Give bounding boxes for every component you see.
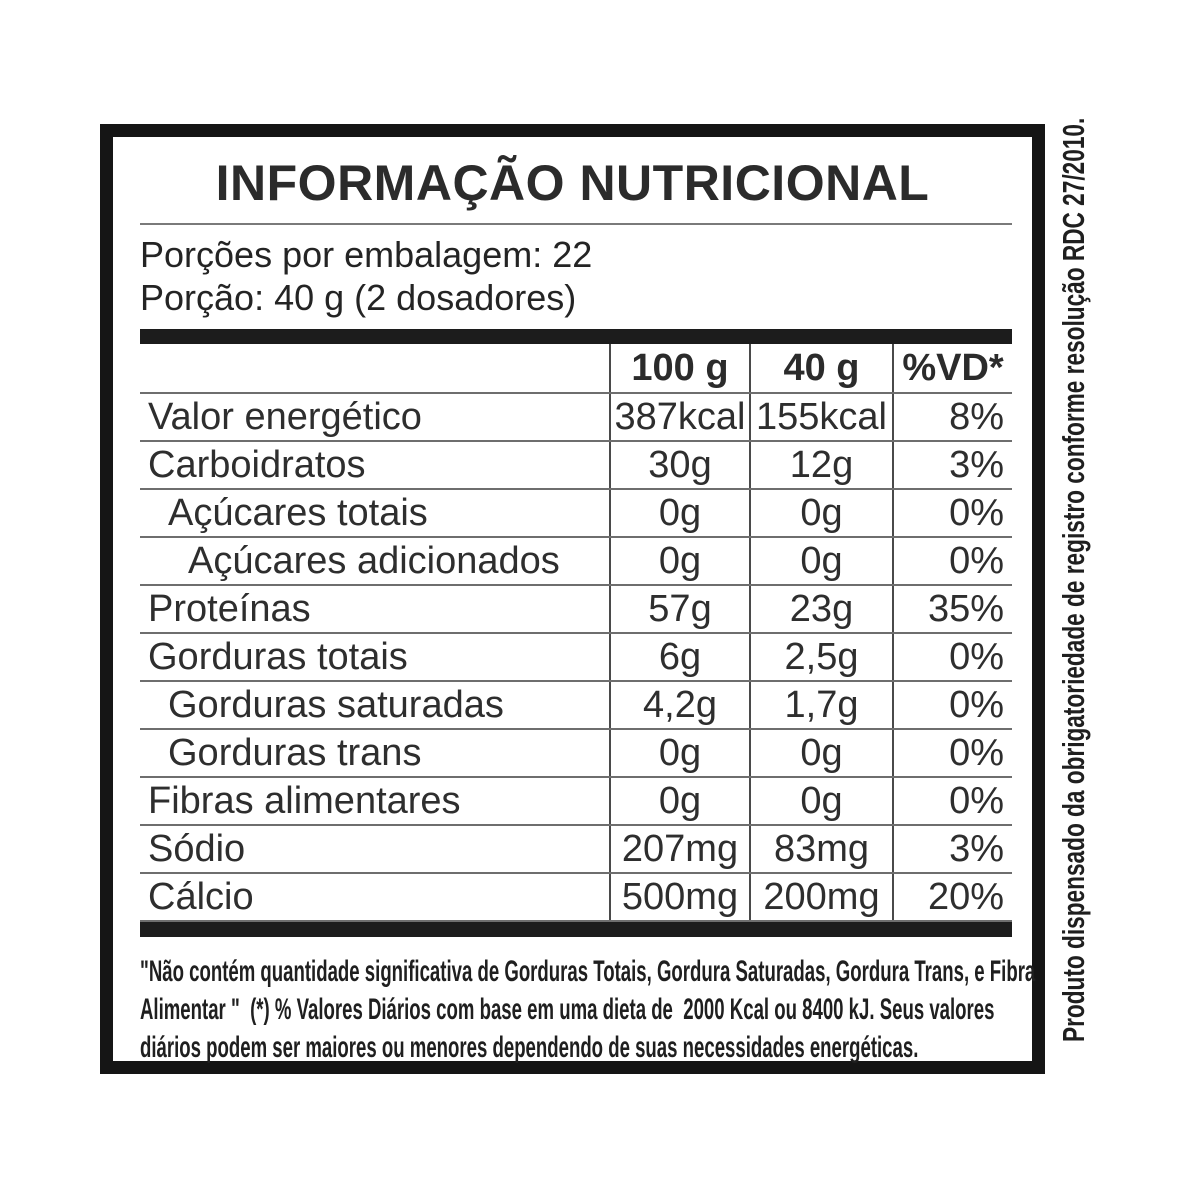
nutrient-label: Proteínas [140,585,610,634]
value-100g: 4,2g [609,681,750,730]
title-divider [140,223,1012,225]
value-100g: 0g [609,729,750,778]
value-100g: 57g [609,585,750,634]
nutrient-label: Açúcares adicionados [140,537,610,586]
serving-size: Porção: 40 g (2 dosadores) [140,277,577,318]
nutrient-label: Sódio [140,825,610,874]
value-vd: 35% [892,585,1012,634]
value-vd: 0% [892,729,1012,778]
footnote-line: diários podem ser maiores ou menores dep… [140,1031,919,1064]
value-40g: 155kcal [749,393,893,442]
value-100g: 207mg [609,825,750,874]
table-row: Fibras alimentares 0g 0g 0% [140,777,1012,826]
value-40g: 1,7g [749,681,893,730]
table-row: Gorduras trans 0g 0g 0% [140,729,1012,778]
table-row: Açúcares adicionados 0g 0g 0% [140,537,1012,586]
nutrient-label: Carboidratos [140,441,610,490]
value-40g: 83mg [749,825,893,874]
table-row: Gorduras totais 6g 2,5g 0% [140,633,1012,682]
value-100g: 0g [609,777,750,826]
value-vd: 3% [892,825,1012,874]
table-row: Sódio 207mg 83mg 3% [140,825,1012,874]
bottom-divider-bar [140,922,1012,937]
col-header-vd: %VD* [892,344,1012,394]
nutrient-label: Açúcares totais [140,489,610,538]
table-header-row: 100 g 40 g %VD* [140,344,1012,394]
value-100g: 387kcal [609,393,750,442]
top-divider-bar [140,329,1012,344]
nutrient-label: Cálcio [140,873,610,922]
value-40g: 0g [749,537,893,586]
serving-info: Porções por embalagem: 22 Porção: 40 g (… [140,233,1012,319]
value-vd: 3% [892,441,1012,490]
value-40g: 0g [749,777,893,826]
page-title: INFORMAÇÃO NUTRICIONAL [215,155,930,211]
servings-per-package: Porções por embalagem: 22 [140,234,593,275]
value-vd: 0% [892,633,1012,682]
value-40g: 200mg [749,873,893,922]
footnote: "Não contém quantidade significativa de … [140,953,1036,1067]
value-40g: 2,5g [749,633,893,682]
table-row: Carboidratos 30g 12g 3% [140,441,1012,490]
table-row: Cálcio 500mg 200mg 20% [140,873,1012,922]
col-header-empty [140,344,610,394]
value-40g: 23g [749,585,893,634]
value-40g: 12g [749,441,893,490]
value-vd: 0% [892,777,1012,826]
col-header-100g: 100 g [609,344,750,394]
footnote-line: Alimentar " (*) % Valores Diários com ba… [140,993,995,1026]
value-100g: 500mg [609,873,750,922]
value-vd: 0% [892,537,1012,586]
nutrition-label-frame: INFORMAÇÃO NUTRICIONAL Porções por embal… [100,124,1045,1074]
nutrient-label: Gorduras trans [140,729,610,778]
regulatory-side-note: Produto dispensado da obrigatoriedade de… [1056,117,1091,1042]
nutrient-label: Gorduras saturadas [140,681,610,730]
nutrient-label: Fibras alimentares [140,777,610,826]
value-100g: 0g [609,489,750,538]
nutrition-table: 100 g 40 g %VD* Valor energético 387kcal… [140,344,1012,922]
nutrient-label: Valor energético [140,393,610,442]
value-100g: 0g [609,537,750,586]
value-40g: 0g [749,729,893,778]
value-100g: 30g [609,441,750,490]
table-row: Açúcares totais 0g 0g 0% [140,489,1012,538]
nutrient-label: Gorduras totais [140,633,610,682]
table-row: Valor energético 387kcal 155kcal 8% [140,393,1012,442]
value-40g: 0g [749,489,893,538]
value-100g: 6g [609,633,750,682]
col-header-40g: 40 g [749,344,893,394]
value-vd: 8% [892,393,1012,442]
value-vd: 0% [892,489,1012,538]
value-vd: 20% [892,873,1012,922]
value-vd: 0% [892,681,1012,730]
table-row: Proteínas 57g 23g 35% [140,585,1012,634]
table-row: Gorduras saturadas 4,2g 1,7g 0% [140,681,1012,730]
footnote-line: "Não contém quantidade significativa de … [140,955,1036,988]
